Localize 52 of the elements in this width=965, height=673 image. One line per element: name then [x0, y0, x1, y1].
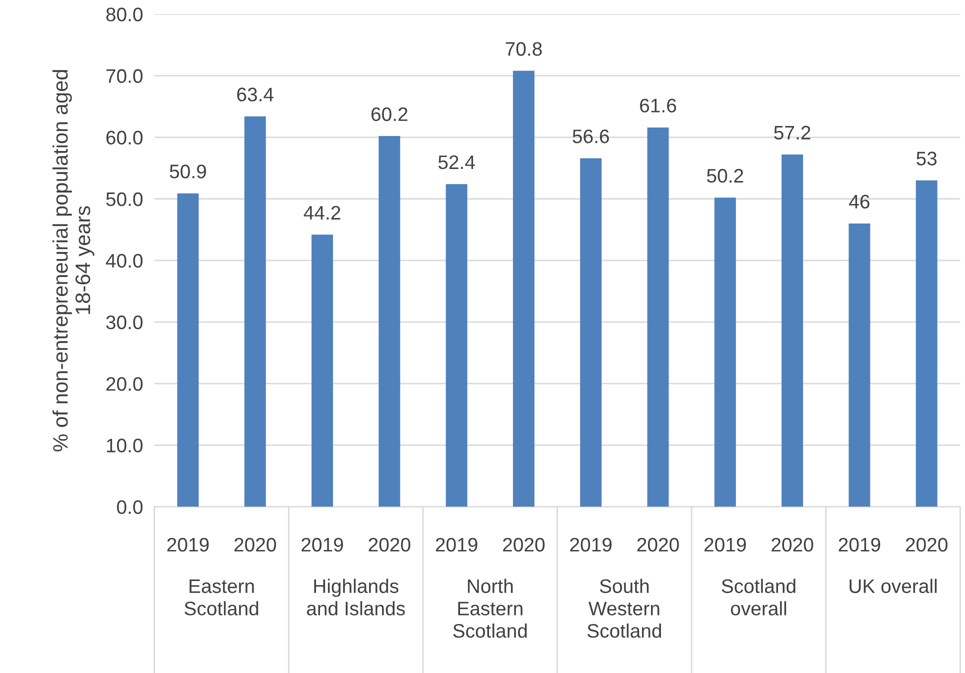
bar — [378, 136, 400, 507]
bar — [244, 116, 266, 507]
x-tick-label: 2020 — [503, 538, 545, 552]
data-label: 50.9 — [170, 164, 206, 178]
data-label: 61.6 — [640, 98, 676, 112]
x-tick-label: 2020 — [637, 538, 679, 552]
y-tick-label: 30.0 — [106, 316, 143, 330]
bar — [647, 127, 669, 507]
y-tick-label: 80.0 — [106, 8, 143, 22]
bar — [580, 158, 602, 507]
text: Eastern Scotland — [184, 579, 258, 616]
data-label: 53 — [916, 152, 937, 166]
y-tick-label: 10.0 — [106, 438, 143, 452]
y-tick-label: 50.0 — [106, 192, 143, 206]
x-tick-label: 2019 — [302, 538, 343, 552]
bar — [714, 198, 736, 507]
data-label: 44.2 — [304, 206, 340, 220]
text: South Western Scotland — [587, 578, 662, 638]
x-tick-label: 2019 — [167, 538, 209, 552]
text: Highlands and Islands — [306, 578, 405, 616]
data-label: 70.8 — [506, 42, 542, 56]
data-label: 57.2 — [774, 126, 810, 140]
x-tick-label: 2020 — [906, 538, 948, 552]
y-tick-label: 20.0 — [106, 377, 143, 391]
y-tick-label: 70.0 — [106, 69, 143, 83]
data-label: 50.2 — [707, 168, 744, 183]
bar — [446, 184, 468, 507]
y-axis-title: % of non-entrepreneurial population aged 18-64 years — [52, 70, 94, 452]
x-tick-label: 2019 — [570, 538, 612, 552]
x-tick-label: 2020 — [368, 538, 410, 552]
data-label: 56.6 — [572, 130, 609, 144]
x-tick-label: 2019 — [704, 538, 746, 552]
x-tick-label: 2019 — [436, 538, 478, 552]
text: North Eastern Scotland — [453, 578, 527, 638]
y-tick-label: 60.0 — [106, 130, 143, 145]
bar — [916, 180, 938, 507]
data-label: 60.2 — [371, 107, 408, 122]
x-tick-label: 2020 — [234, 538, 276, 552]
x-tick-label: 2020 — [772, 538, 814, 552]
bar — [782, 154, 804, 507]
data-label: 63.4 — [237, 88, 274, 102]
data-label: 46 — [849, 194, 870, 209]
y-tick-label: 40.0 — [106, 254, 143, 268]
bar — [312, 234, 334, 507]
y-tick-label: 0.0 — [117, 500, 143, 514]
bar — [848, 224, 870, 507]
text: UK overall — [850, 578, 937, 594]
data-label: 52.4 — [438, 155, 475, 170]
text: Scotland overall — [722, 578, 796, 616]
bar — [177, 193, 199, 507]
bar — [512, 70, 534, 507]
x-tick-label: 2019 — [838, 538, 880, 552]
